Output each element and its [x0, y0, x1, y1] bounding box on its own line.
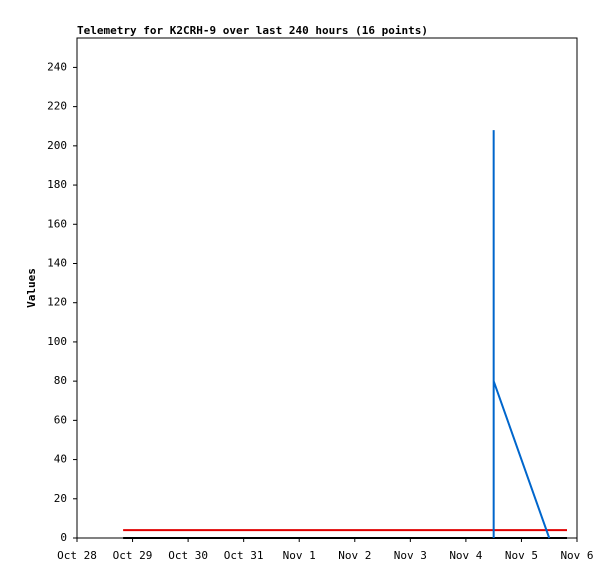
x-tick-label: Oct 28 [57, 549, 97, 562]
y-tick-label: 140 [47, 256, 67, 269]
x-tick-label: Oct 30 [168, 549, 208, 562]
x-tick-label: Nov 1 [283, 549, 316, 562]
x-tick-label: Nov 5 [505, 549, 538, 562]
y-tick-label: 40 [54, 453, 67, 466]
x-tick-label: Oct 29 [113, 549, 153, 562]
y-tick-label: 180 [47, 178, 67, 191]
y-tick-label: 120 [47, 296, 67, 309]
x-tick-label: Nov 3 [394, 549, 427, 562]
y-tick-label: 60 [54, 413, 67, 426]
y-tick-label: 0 [60, 531, 67, 544]
y-axis-label: Values [25, 268, 38, 308]
x-tick-label: Oct 31 [224, 549, 264, 562]
x-tick-label: Nov 4 [449, 549, 482, 562]
y-tick-label: 100 [47, 335, 67, 348]
y-tick-label: 80 [54, 374, 67, 387]
data-line [492, 130, 551, 539]
x-tick-label: Nov 2 [338, 549, 371, 562]
y-tick-label: 220 [47, 100, 67, 113]
chart-title: Telemetry for K2CRH-9 over last 240 hour… [77, 24, 428, 37]
x-tick-label: Nov 6 [560, 549, 593, 562]
y-tick-label: 160 [47, 217, 67, 230]
y-tick-label: 240 [47, 60, 67, 73]
y-tick-label: 200 [47, 139, 67, 152]
y-tick-label: 20 [54, 492, 67, 505]
plot-frame [76, 37, 578, 539]
